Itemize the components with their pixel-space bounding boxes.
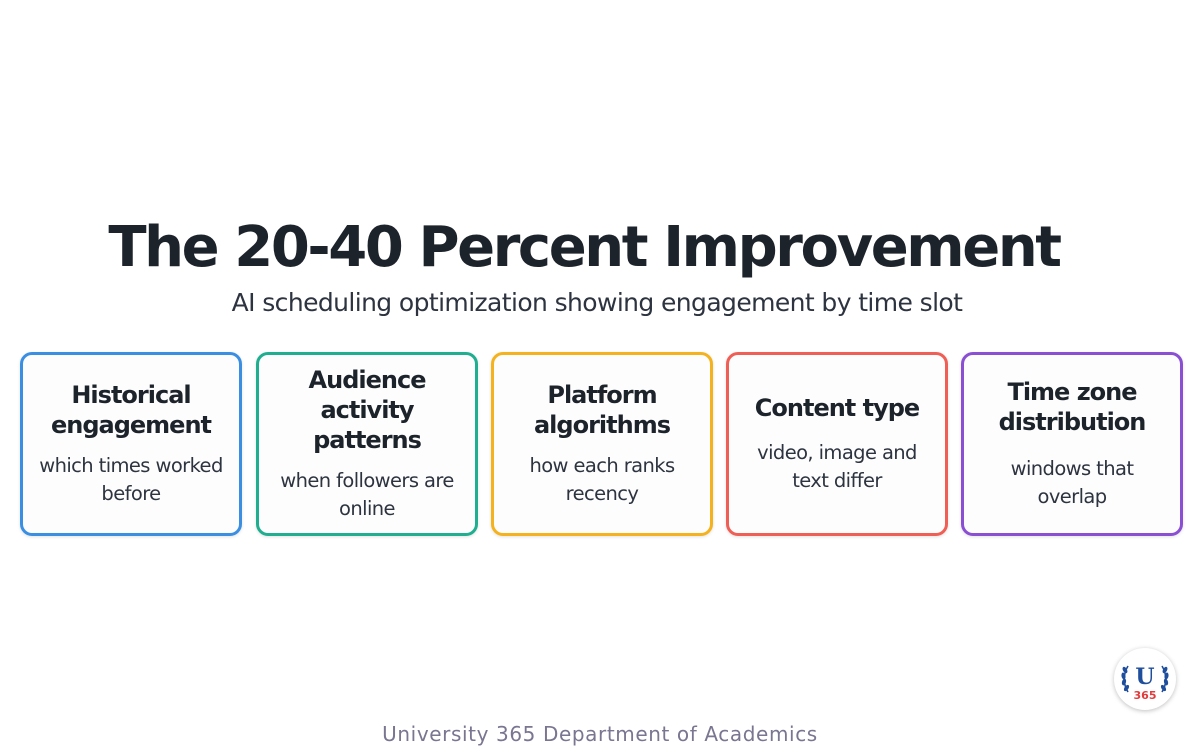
page-subtitle: AI scheduling optimization showing engag… <box>231 288 963 317</box>
factor-cards: Historical engagement which times worked… <box>20 352 1183 536</box>
footer-text: University 365 Department of Academics <box>382 722 818 746</box>
logo-number: 365 <box>1134 689 1157 702</box>
card-description: windows that overlap <box>1010 457 1134 508</box>
card-description: video, image and text differ <box>757 441 917 492</box>
card-audience-activity-patterns: Audience activity patterns when follower… <box>256 352 478 536</box>
card-description: which times worked before <box>39 454 223 505</box>
card-time-zone-distribution: Time zone distribution windows that over… <box>961 352 1183 536</box>
card-content-type: Content type video, image and text diffe… <box>726 352 948 536</box>
card-title: Content type <box>754 394 920 422</box>
logo-letter: U <box>1135 664 1154 690</box>
card-description: when followers are online <box>280 469 454 520</box>
university-365-logo: U 365 <box>1114 648 1176 710</box>
page-title: The 20-40 Percent Improvement <box>108 215 1062 280</box>
card-platform-algorithms: Platform algorithms how each ranks recen… <box>491 352 713 536</box>
card-historical-engagement: Historical engagement which times worked… <box>20 352 242 536</box>
card-title: Historical engagement <box>50 381 212 439</box>
card-title: Audience activity patterns <box>308 366 427 454</box>
card-title: Time zone distribution <box>998 378 1147 436</box>
card-title: Platform algorithms <box>533 381 671 439</box>
card-description: how each ranks recency <box>529 454 675 505</box>
laurel-icon: U 365 <box>1121 664 1169 702</box>
